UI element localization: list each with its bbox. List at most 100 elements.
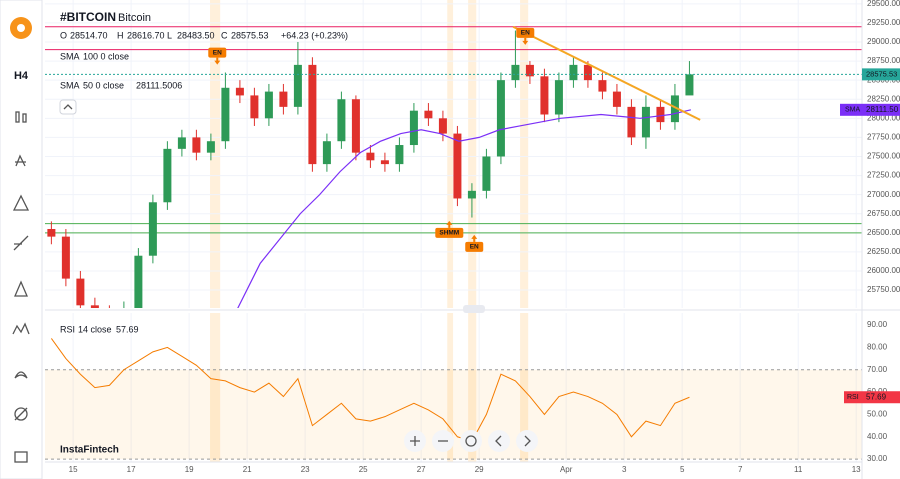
candle-body xyxy=(90,305,99,308)
sma50-value: 28111.5006 xyxy=(136,80,182,90)
c-label: C xyxy=(221,30,228,40)
candle-body xyxy=(511,64,520,81)
candle-body xyxy=(424,110,433,119)
candle-body xyxy=(612,91,621,107)
y-tick-label: 80.00 xyxy=(867,343,888,352)
candle-body xyxy=(366,152,375,161)
x-tick-label: 3 xyxy=(622,465,627,474)
y-tick-label: 29000.00 xyxy=(867,37,900,46)
candle-body xyxy=(641,106,650,138)
candle-body xyxy=(627,106,636,138)
candle-body xyxy=(221,87,230,142)
y-tick-label: 90.00 xyxy=(867,320,888,329)
candle-body xyxy=(569,64,578,81)
h-label: H xyxy=(117,30,124,40)
y-tick-label: 27000.00 xyxy=(867,190,900,199)
y-tick-label: 50.00 xyxy=(867,410,888,419)
l-label: L xyxy=(167,30,172,40)
candle-body xyxy=(235,87,244,96)
annotation-arrow xyxy=(471,234,478,242)
bitcoin-icon-mark xyxy=(17,24,25,32)
sma100-params: 100 0 close xyxy=(83,51,129,61)
sma-tag xyxy=(840,103,900,116)
pane-resize-handle[interactable] xyxy=(463,305,485,313)
zoom-controls xyxy=(404,430,538,452)
y-tick-label: 27750.00 xyxy=(867,133,900,142)
brand: InstaFintech xyxy=(60,445,119,456)
candle-body xyxy=(656,106,665,123)
o-value: 28514.70 xyxy=(70,30,108,40)
annotation-text: SHMM xyxy=(439,230,459,237)
y-tick-label: 40.00 xyxy=(867,432,888,441)
x-tick-label: 21 xyxy=(243,465,252,474)
change: +64.23 (+0.23%) xyxy=(281,30,348,40)
candle-body xyxy=(177,137,186,149)
x-tick-label: 7 xyxy=(738,465,743,474)
annotation-arrow xyxy=(446,220,453,228)
candle-body xyxy=(525,64,534,77)
y-tick-label: 28250.00 xyxy=(867,94,900,103)
sma-tag-value: 28111.50 xyxy=(866,105,899,114)
last-price-tag xyxy=(862,68,900,81)
annotation-box xyxy=(435,227,464,238)
rsi-band xyxy=(45,369,862,460)
x-tick-label: 27 xyxy=(417,465,426,474)
interval-button[interactable]: H4 xyxy=(14,70,29,82)
x-tick-label: 5 xyxy=(680,465,685,474)
rsi-tag-name: RSI xyxy=(847,394,859,401)
x-tick-label: 23 xyxy=(301,465,310,474)
annotation-arrow xyxy=(522,37,529,45)
session-highlight xyxy=(210,0,221,308)
collapse-button[interactable] xyxy=(59,99,77,115)
candle-body xyxy=(395,145,404,165)
rsi-tag-value: 57.69 xyxy=(866,392,887,401)
h-value: 28616.70 xyxy=(127,30,165,40)
session-highlight xyxy=(468,0,477,308)
candle-body xyxy=(337,99,346,142)
candle-body xyxy=(409,110,418,146)
candle-body xyxy=(496,80,505,157)
tool-icons[interactable] xyxy=(12,111,30,463)
candle-body xyxy=(583,64,592,81)
candle-body xyxy=(163,148,172,203)
session-highlight xyxy=(447,313,454,462)
candle-body xyxy=(467,190,476,199)
candle-body xyxy=(61,236,70,279)
y-tick-label: 26750.00 xyxy=(867,209,900,218)
toolbar-bg xyxy=(0,0,43,479)
rsi-value: 57.69 xyxy=(116,324,139,334)
candle-body xyxy=(322,141,331,165)
o-label: O xyxy=(60,30,67,40)
candle-body xyxy=(554,80,563,115)
candle-body xyxy=(380,160,389,165)
candle-body xyxy=(438,118,447,134)
y-tick-label: 29250.00 xyxy=(867,18,900,27)
ohlc-row: O 28514.70 H 28616.70 L 28483.50 C 28575… xyxy=(60,30,348,40)
candle-body xyxy=(134,255,143,308)
x-tick-label: Apr xyxy=(560,465,573,474)
session-highlight xyxy=(520,313,529,462)
x-tick-label: 15 xyxy=(69,465,78,474)
x-tick-label: 29 xyxy=(475,465,484,474)
x-tick-label: 25 xyxy=(359,465,368,474)
sma50-params: 50 0 close xyxy=(83,80,124,90)
scroll-left[interactable] xyxy=(488,430,510,452)
candle-body xyxy=(540,76,549,115)
annotation-box xyxy=(516,27,535,38)
reset[interactable] xyxy=(460,430,482,452)
candle-body xyxy=(206,141,215,153)
rsi-line xyxy=(50,338,690,442)
candle-body xyxy=(453,133,462,199)
candle-body xyxy=(264,91,273,119)
candle-body xyxy=(279,91,288,107)
sma100-label: SMA xyxy=(60,51,80,61)
trendline xyxy=(512,25,701,121)
y-tick-label: 29500.00 xyxy=(867,0,900,8)
y-tick-label: 26250.00 xyxy=(867,247,900,256)
scroll-right[interactable] xyxy=(516,430,538,452)
candle-body xyxy=(685,74,694,96)
annotation-box xyxy=(465,241,484,252)
session-highlight xyxy=(447,0,454,308)
annotation-arrow xyxy=(214,57,221,65)
